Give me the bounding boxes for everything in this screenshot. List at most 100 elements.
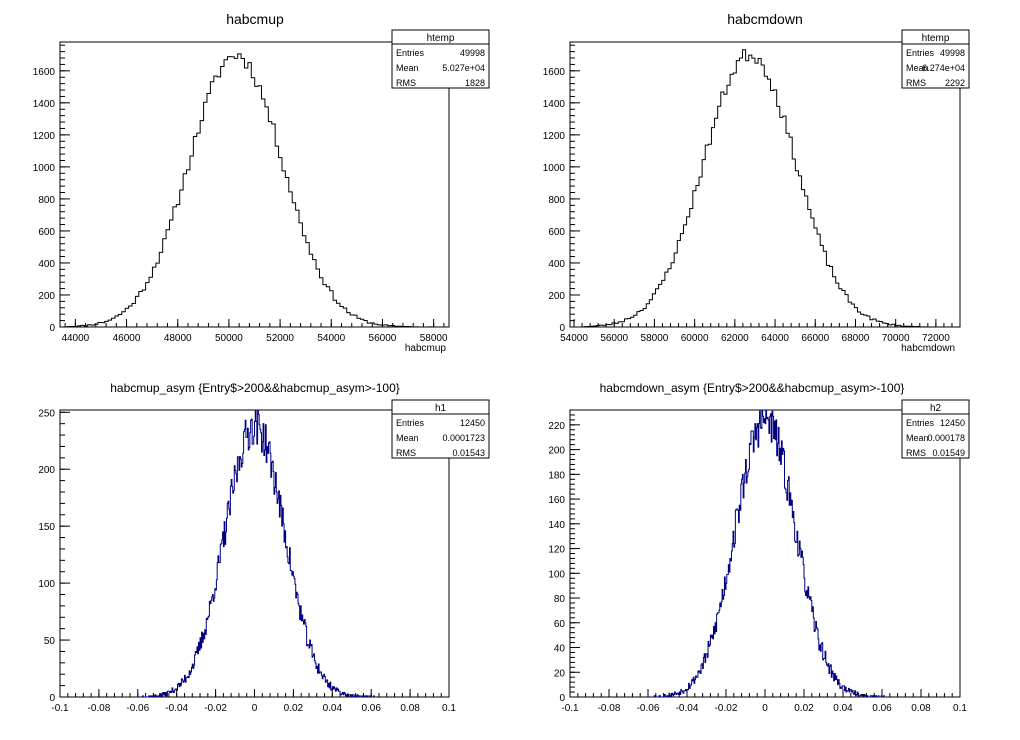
histogram-pad-3: habcmup_asym {Entry$>200&&habcmup_asym>-…: [38, 381, 490, 714]
stats-value: 0.0001723: [442, 433, 485, 443]
y-tick-label: 0: [49, 323, 55, 334]
stats-label: RMS: [906, 448, 926, 458]
chart-title: habcmup_asym {Entry$>200&&habcmup_asym>-…: [110, 381, 400, 395]
x-tick-label: 54000: [560, 333, 588, 344]
y-tick-label: 80: [554, 594, 566, 605]
x-tick-label: 70000: [882, 333, 910, 344]
x-axis-label: habcmdown: [901, 343, 955, 354]
stats-label: Mean: [396, 433, 419, 443]
stats-value: 5.027e+04: [442, 63, 485, 73]
stats-label: RMS: [396, 78, 416, 88]
y-tick-label: 150: [38, 522, 55, 533]
x-tick-label: 0: [762, 703, 768, 714]
x-tick-label: 0.1: [953, 703, 967, 714]
y-tick-label: 250: [38, 408, 55, 419]
stats-label: Mean: [396, 63, 419, 73]
x-tick-label: 50000: [215, 333, 243, 344]
x-tick-label: 0.1: [442, 703, 456, 714]
x-tick-label: 62000: [721, 333, 749, 344]
y-tick-label: 140: [548, 520, 565, 531]
x-tick-label: 58000: [420, 333, 448, 344]
y-tick-label: 400: [548, 259, 565, 270]
y-tick-label: 0: [559, 693, 565, 704]
x-tick-label: 0: [252, 703, 258, 714]
x-tick-label: 0.08: [911, 703, 931, 714]
chart-title: habcmdown_asym {Entry$>200&&habcmup_asym…: [600, 381, 905, 395]
stats-value: 0.01543: [452, 448, 485, 458]
x-tick-label: -0.02: [715, 703, 738, 714]
x-tick-label: 0.02: [794, 703, 814, 714]
x-tick-label: -0.08: [88, 703, 111, 714]
x-tick-label: 0.02: [284, 703, 304, 714]
y-tick-label: 220: [548, 421, 565, 432]
x-tick-label: 48000: [164, 333, 192, 344]
y-tick-label: 0: [49, 693, 55, 704]
stats-value: 49998: [940, 48, 965, 58]
stats-value: 12450: [940, 418, 965, 428]
y-tick-label: 1000: [543, 163, 566, 174]
x-tick-label: -0.02: [204, 703, 227, 714]
x-tick-label: -0.04: [676, 703, 699, 714]
y-tick-label: 200: [548, 291, 565, 302]
x-tick-label: 56000: [600, 333, 628, 344]
stats-box-frame: [901, 29, 970, 89]
x-tick-label: 58000: [641, 333, 669, 344]
y-tick-label: 20: [554, 668, 566, 679]
y-tick-label: 1200: [543, 131, 566, 142]
stats-box: h1 Entries 12450 Mean 0.0001723 RMS 0.01543: [391, 399, 490, 459]
stats-label: Entries: [906, 418, 935, 428]
stats-value: 0.000178: [927, 433, 965, 443]
y-tick-label: 1000: [33, 163, 56, 174]
x-tick-label: 56000: [369, 333, 397, 344]
plot-frame: [569, 41, 961, 328]
chart-title: habcmup: [226, 11, 284, 27]
x-tick-label: 0.06: [872, 703, 892, 714]
x-tick-label: 54000: [317, 333, 345, 344]
y-tick-label: 1600: [33, 67, 56, 78]
stats-value: 49998: [460, 48, 485, 58]
stats-value: 0.01549: [932, 448, 965, 458]
stats-label: Mean: [906, 433, 929, 443]
y-tick-label: 800: [548, 195, 565, 206]
stats-value: 2292: [945, 78, 965, 88]
y-tick-label: 50: [44, 636, 56, 647]
x-tick-label: 0.06: [361, 703, 381, 714]
x-tick-label: 44000: [61, 333, 89, 344]
y-tick-label: 60: [554, 619, 566, 630]
stats-value: 1828: [465, 78, 485, 88]
y-tick-label: 40: [554, 644, 566, 655]
stats-box-name: h2: [930, 403, 942, 414]
stats-label: Entries: [396, 48, 425, 58]
histogram-series: [651, 409, 886, 698]
y-tick-label: 100: [38, 579, 55, 590]
histogram-series: [583, 49, 927, 328]
y-tick-label: 200: [38, 291, 55, 302]
y-tick-label: 600: [548, 227, 565, 238]
y-tick-label: 1400: [543, 99, 566, 110]
stats-box-frame: [901, 399, 970, 459]
x-tick-label: 52000: [266, 333, 294, 344]
y-tick-label: 100: [548, 569, 565, 580]
histogram-pad-1: habcmup 44000 46000 48000 50000 52000 54000 560…: [33, 11, 490, 354]
stats-label: Entries: [906, 48, 935, 58]
y-tick-label: 160: [548, 495, 565, 506]
y-tick-label: 180: [548, 470, 565, 481]
stats-box-name: h1: [435, 403, 447, 414]
stats-box-frame: [391, 399, 490, 459]
x-tick-label: -0.1: [561, 703, 579, 714]
y-tick-label: 1200: [33, 131, 56, 142]
x-tick-label: 66000: [801, 333, 829, 344]
y-tick-label: 600: [38, 227, 55, 238]
stats-label: Mean: [906, 63, 929, 73]
x-tick-label: 72000: [922, 333, 950, 344]
x-tick-label: -0.06: [637, 703, 660, 714]
histogram-pad-2: habcmdown 54000 56000 58000 60000 62000 64000 6…: [543, 11, 970, 354]
x-axis-label: habcmup: [405, 343, 447, 354]
x-tick-label: 0.08: [400, 703, 420, 714]
y-tick-label: 1400: [33, 99, 56, 110]
y-tick-label: 0: [559, 323, 565, 334]
x-tick-label: 68000: [842, 333, 870, 344]
